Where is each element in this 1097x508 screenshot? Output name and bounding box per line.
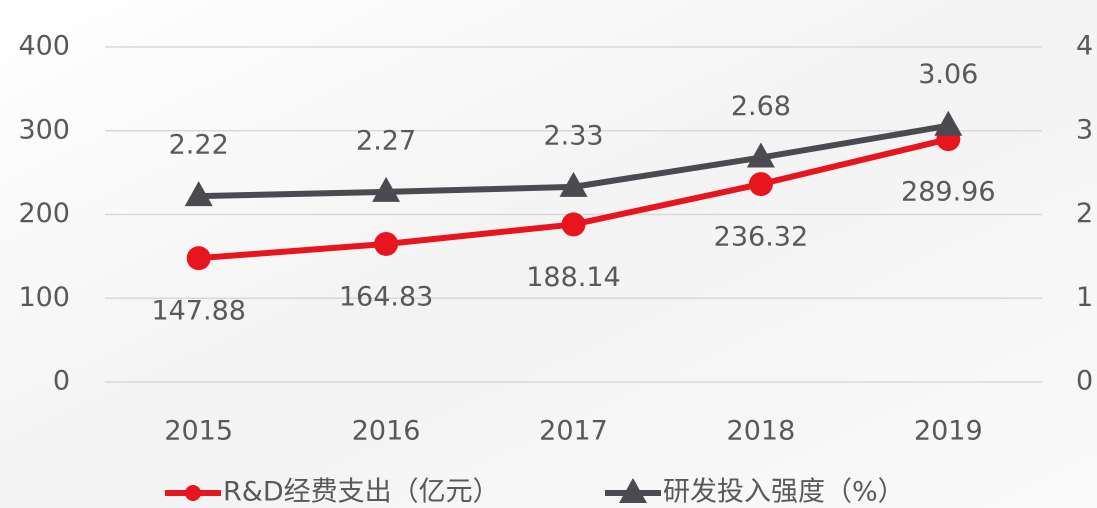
data-label: 2.27	[356, 125, 416, 156]
page: {"chart_data": {"type": "line", "categor…	[0, 0, 1097, 508]
x-tick-label: 2016	[352, 416, 421, 447]
data-label: 2.22	[169, 130, 229, 161]
y-tick-label: 100	[18, 282, 70, 313]
data-label: 147.88	[151, 296, 245, 327]
legend-marker	[185, 485, 201, 501]
y2-tick-label: 1	[1076, 282, 1093, 313]
data-point	[562, 212, 586, 236]
legend-label: R&D经费支出（亿元）	[223, 477, 500, 508]
x-tick-label: 2015	[164, 416, 233, 447]
y-tick-label: 300	[18, 114, 70, 145]
y-tick-label: 400	[18, 31, 70, 62]
y2-tick-label: 2	[1076, 198, 1093, 229]
data-label: 236.32	[714, 222, 808, 253]
y2-tick-label: 4	[1076, 31, 1093, 62]
data-label: 2.68	[731, 91, 791, 122]
y-tick-label: 0	[53, 366, 70, 397]
x-tick-label: 2019	[914, 416, 983, 447]
data-label: 188.14	[526, 262, 620, 293]
data-point	[749, 172, 773, 196]
data-point	[374, 232, 398, 256]
chart: 0 100 200 300 400 0 1 2 3 4 2015 2016 2017 2018 2019 14…	[0, 0, 1097, 508]
y2-tick-label: 3	[1076, 114, 1093, 145]
x-tick-label: 2017	[539, 416, 608, 447]
y2-tick-label: 0	[1076, 366, 1093, 397]
data-label: 2.33	[543, 120, 603, 151]
legend-label: 研发投入强度（%）	[663, 477, 905, 508]
x-tick-label: 2018	[727, 416, 796, 447]
data-label: 164.83	[339, 281, 433, 312]
data-label: 289.96	[901, 177, 995, 208]
data-point	[187, 246, 211, 270]
y-tick-label: 200	[18, 198, 70, 229]
data-label: 3.06	[918, 59, 978, 90]
